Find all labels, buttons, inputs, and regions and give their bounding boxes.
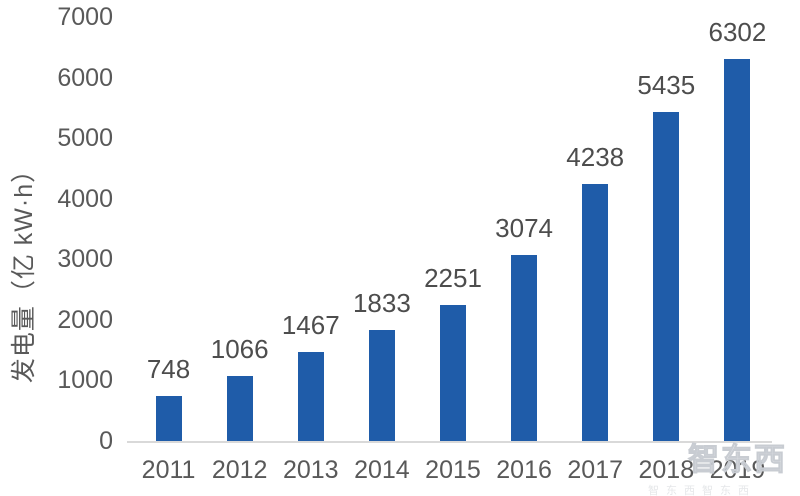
x-tick-label: 2016 xyxy=(496,456,552,484)
y-tick-label: 6000 xyxy=(57,63,113,92)
x-tick-label: 2015 xyxy=(425,456,481,484)
bar-column: 5435 2018 xyxy=(631,17,702,484)
bar xyxy=(724,59,751,441)
x-tick-label: 2017 xyxy=(567,456,624,484)
bar xyxy=(511,254,538,441)
bar xyxy=(368,330,395,441)
x-tick-label: 2018 xyxy=(638,456,695,484)
bar xyxy=(653,111,680,441)
y-tick-label: 7000 xyxy=(57,3,113,31)
bar-column: 3074 2016 xyxy=(489,17,560,484)
y-tick-label: 5000 xyxy=(57,124,113,153)
bar-value-label: 6302 xyxy=(708,17,767,48)
bar-value-label: 5435 xyxy=(637,69,696,100)
bar-column: 2251 2015 xyxy=(417,17,488,484)
y-tick-label: 2000 xyxy=(57,305,113,334)
bar-value-label: 4238 xyxy=(566,142,625,173)
bar xyxy=(439,304,466,441)
x-axis-baseline xyxy=(127,441,772,443)
bar xyxy=(226,376,253,441)
bar-value-label: 2251 xyxy=(424,262,482,293)
bar-column: 1066 2012 xyxy=(204,17,275,484)
x-tick-label: 2012 xyxy=(211,456,268,484)
y-tick-label: 1000 xyxy=(57,366,113,395)
bar-value-label: 3074 xyxy=(495,212,554,243)
watermark: 智东西 xyxy=(688,442,787,478)
x-tick-label: 2014 xyxy=(354,456,410,484)
bar-column: 6302 2019 xyxy=(702,17,773,484)
bar xyxy=(297,352,324,441)
bar xyxy=(155,395,182,441)
bar-value-label: 1066 xyxy=(210,334,269,365)
bar-value-label: 748 xyxy=(146,353,191,384)
bar-column: 1833 2014 xyxy=(346,17,417,484)
bar-value-label: 1833 xyxy=(352,288,411,318)
plot-area: 748 2011 1066 2012 1467 2013 1833 2014 2251 2015 3… xyxy=(133,17,773,484)
bar-value-label: 1467 xyxy=(281,310,340,341)
y-tick-label: 3000 xyxy=(57,245,113,274)
y-tick-label: 4000 xyxy=(57,184,113,213)
x-tick-label: 2019 xyxy=(709,456,766,484)
bar-column: 4238 2017 xyxy=(560,17,631,484)
bar-column: 748 2011 xyxy=(133,17,204,484)
x-tick-label: 2011 xyxy=(141,456,196,484)
y-axis-tick-labels: 0 1000 2000 3000 4000 5000 6000 7000 xyxy=(33,0,113,496)
x-tick-label: 2013 xyxy=(282,456,339,484)
bar xyxy=(582,184,609,441)
bar-column: 1467 2013 xyxy=(275,17,346,484)
y-tick-label: 0 xyxy=(99,427,113,455)
watermark-row: 智东西智东西 xyxy=(648,485,756,496)
